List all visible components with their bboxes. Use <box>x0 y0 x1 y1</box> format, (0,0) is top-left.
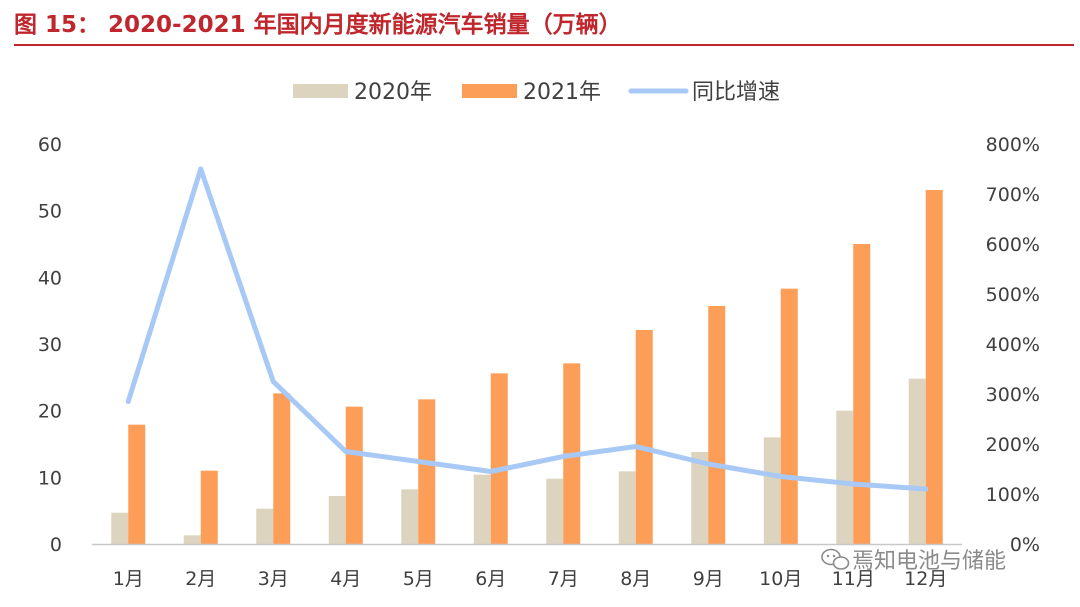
growth-point <box>488 469 494 474</box>
bar-2021 <box>418 399 436 544</box>
left-axis: 0 10 20 30 40 50 60 <box>38 134 62 556</box>
right-tick-label: 200% <box>986 434 1040 456</box>
bar-2020 <box>328 496 346 544</box>
growth-line-layer <box>125 166 929 492</box>
x-tick-label: 5月 <box>403 568 434 590</box>
bar-2021 <box>345 406 363 544</box>
bar-2020 <box>183 535 201 544</box>
bar-2020 <box>111 512 129 544</box>
bar-2021 <box>853 244 871 544</box>
x-tick-label: 9月 <box>693 568 724 590</box>
x-axis: 1月 2月 3月 4月 5月 6月 7月 8月 9月 10月 11月 12月 <box>92 543 962 590</box>
growth-line <box>125 166 929 492</box>
bar-2021 <box>200 470 218 544</box>
x-tick-label: 10月 <box>759 568 802 590</box>
right-axis: 0% 100% 200% 300% 400% 500% 600% 700% 800% <box>986 134 1040 556</box>
legend-label-2021: 2021年 <box>523 80 601 105</box>
legend-swatch-2020 <box>293 84 348 98</box>
right-tick-label: 700% <box>986 184 1040 206</box>
bar-2020 <box>618 471 636 544</box>
right-tick-label: 400% <box>986 334 1040 356</box>
growth-point <box>923 486 929 492</box>
bar-2021 <box>273 393 291 544</box>
growth-point <box>270 379 276 384</box>
left-tick-label: 10 <box>38 467 62 489</box>
x-tick-label: 1月 <box>113 568 144 590</box>
bar-2020 <box>908 378 926 544</box>
bars <box>111 190 943 544</box>
bar-2021 <box>925 190 943 544</box>
bar-2020 <box>473 474 491 544</box>
left-tick-label: 50 <box>38 201 62 223</box>
x-tick-label: 12月 <box>904 568 947 590</box>
left-tick-label: 20 <box>38 401 62 423</box>
bar-2020 <box>763 437 781 544</box>
chart-title: 图 15： 2020-2021 年国内月度新能源汽车销量（万辆） <box>14 12 622 38</box>
bar-2020 <box>836 410 854 544</box>
x-tick-label: 2月 <box>185 568 216 590</box>
title-underline <box>14 44 1074 46</box>
growth-point <box>343 449 349 454</box>
legend: 2020年 2021年 同比增速 <box>293 80 780 105</box>
right-tick-label: 600% <box>986 234 1040 256</box>
growth-point <box>198 166 204 172</box>
legend-label-growth: 同比增速 <box>692 80 780 105</box>
growth-point <box>633 444 639 449</box>
x-tick-label: 8月 <box>620 568 651 590</box>
bar-2021 <box>635 330 653 544</box>
left-tick-label: 0 <box>50 534 62 556</box>
x-tick-label: 7月 <box>548 568 579 590</box>
watermark-text: 焉知电池与储能 <box>852 549 1006 574</box>
growth-point <box>560 454 566 459</box>
right-tick-label: 100% <box>986 484 1040 506</box>
growth-point <box>850 481 856 487</box>
x-tick-label: 3月 <box>258 568 289 590</box>
bar-2021 <box>708 306 726 544</box>
bar-2020 <box>401 489 419 544</box>
growth-point <box>415 459 421 464</box>
left-tick-label: 60 <box>38 134 62 156</box>
legend-label-2020: 2020年 <box>354 80 432 105</box>
growth-point <box>705 461 711 467</box>
left-tick-label: 40 <box>38 267 62 289</box>
bar-2021 <box>780 288 798 544</box>
right-tick-label: 300% <box>986 384 1040 406</box>
bar-2020 <box>691 452 709 544</box>
x-tick-label: 4月 <box>330 568 361 590</box>
x-tick-label: 11月 <box>832 568 875 590</box>
bar-2021 <box>490 373 508 544</box>
legend-swatch-2021 <box>462 84 517 98</box>
growth-point <box>778 474 784 479</box>
bar-2020 <box>546 478 564 544</box>
wechat-icon <box>821 548 850 570</box>
watermark: 焉知电池与储能 <box>821 548 1006 574</box>
bar-2021 <box>128 424 146 544</box>
right-tick-label: 800% <box>986 134 1040 156</box>
right-tick-label: 500% <box>986 284 1040 306</box>
bar-2020 <box>256 508 274 544</box>
x-tick-label: 6月 <box>475 568 506 590</box>
left-tick-label: 30 <box>38 334 62 356</box>
growth-point <box>125 399 131 404</box>
right-tick-label: 0% <box>1010 534 1040 556</box>
